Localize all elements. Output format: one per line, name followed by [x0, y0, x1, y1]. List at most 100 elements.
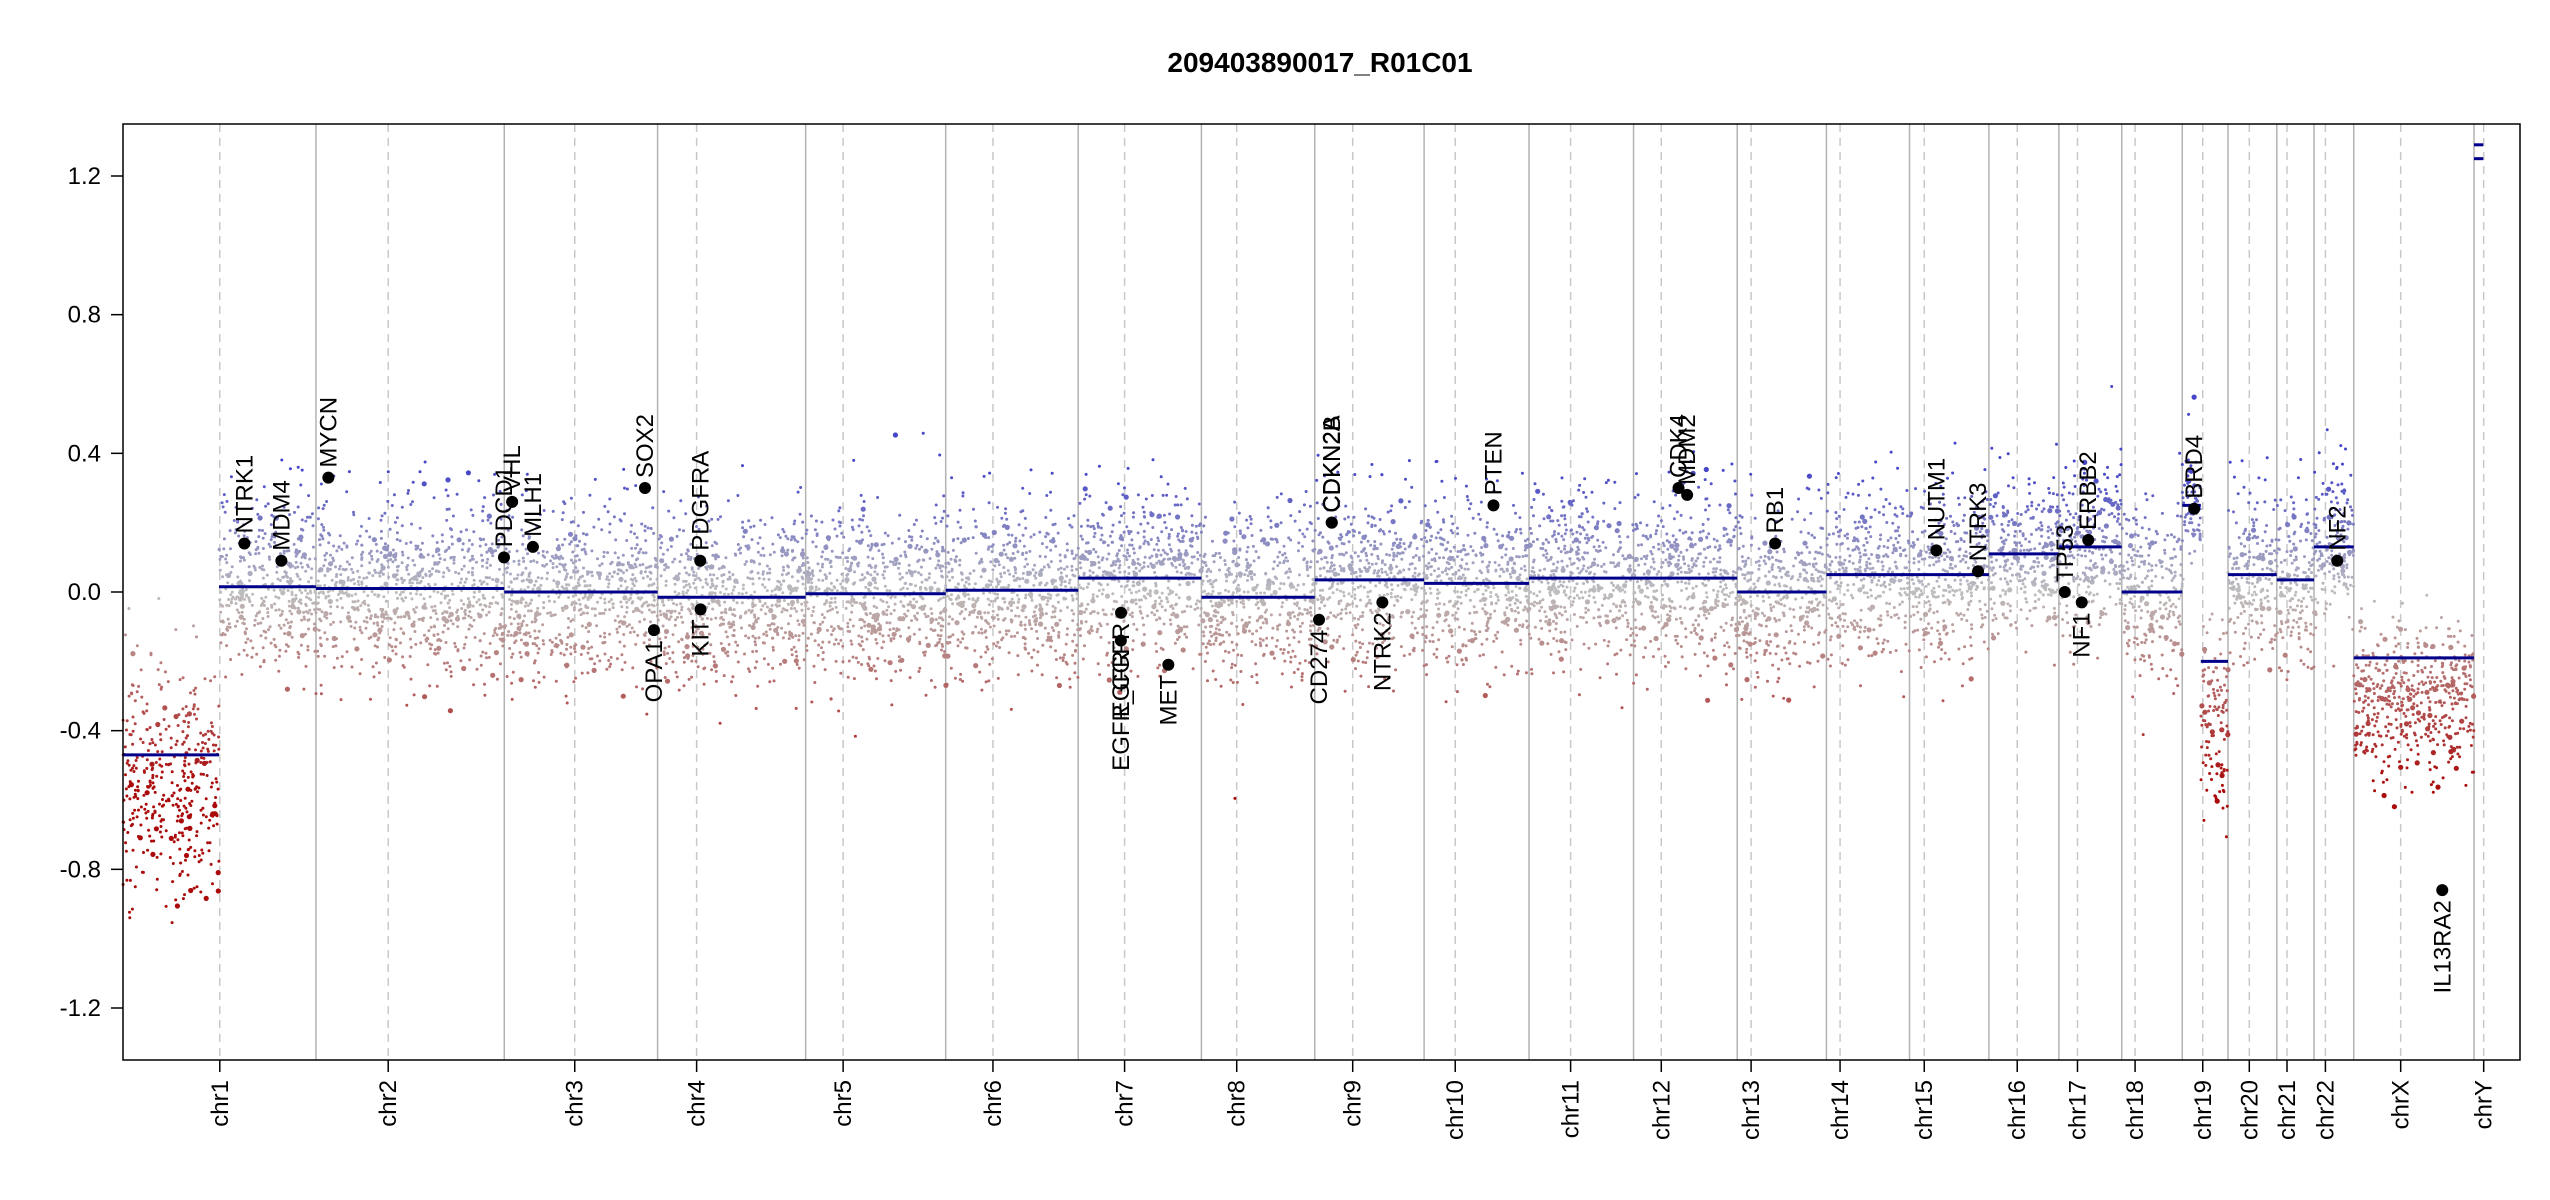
probe-point [789, 599, 796, 606]
probe-point [385, 616, 389, 620]
probe-point [578, 602, 582, 606]
probe-point [1269, 613, 1273, 617]
probe-point [930, 547, 934, 551]
probe-point [635, 536, 639, 540]
probe-point [980, 688, 984, 692]
probe-point [266, 611, 270, 615]
probe-point [956, 520, 960, 524]
probe-point [296, 609, 302, 615]
probe-point [1259, 626, 1263, 630]
probe-point [495, 633, 499, 637]
probe-point [1190, 555, 1194, 559]
probe-point [1182, 534, 1186, 538]
probe-point [569, 496, 573, 500]
probe-point [942, 509, 946, 513]
probe-point [1018, 584, 1022, 588]
probe-point [817, 643, 821, 647]
probe-point [477, 598, 481, 602]
probe-point [181, 834, 185, 838]
probe-point [1185, 580, 1191, 587]
probe-point [669, 545, 673, 548]
probe-point [946, 550, 950, 554]
probe-point [1086, 518, 1090, 522]
probe-point [433, 583, 437, 586]
probe-point [153, 809, 157, 813]
probe-point [1037, 571, 1043, 578]
probe-point [885, 565, 889, 569]
probe-point [662, 612, 666, 616]
probe-point [1052, 629, 1056, 632]
probe-point [409, 637, 412, 641]
probe-point [325, 616, 329, 620]
probe-point [741, 587, 745, 591]
probe-point [225, 553, 229, 557]
probe-point [664, 584, 668, 587]
probe-point [684, 512, 688, 516]
probe-point [196, 707, 200, 711]
probe-point [394, 591, 398, 594]
probe-point [815, 594, 819, 598]
probe-point [1155, 561, 1159, 565]
probe-point [912, 597, 916, 601]
probe-point [810, 581, 814, 585]
probe-point [668, 609, 671, 613]
probe-point [705, 504, 709, 508]
probe-point [1038, 570, 1042, 574]
probe-point [1090, 629, 1094, 633]
probe-point [1002, 618, 1005, 622]
probe-point [1038, 593, 1042, 597]
probe-point [431, 567, 435, 571]
probe-point [1064, 642, 1068, 646]
probe-point [627, 598, 631, 602]
probe-point [163, 670, 167, 674]
probe-point [176, 797, 180, 801]
probe-point [1012, 574, 1016, 578]
probe-point [1126, 551, 1130, 555]
probe-point [638, 563, 642, 567]
probe-point [1176, 532, 1180, 536]
probe-point [877, 549, 881, 553]
probe-point [1050, 471, 1054, 475]
probe-point [1040, 673, 1044, 677]
probe-point [148, 742, 152, 746]
probe-point [1129, 530, 1133, 534]
probe-point [273, 540, 276, 544]
probe-point [1135, 628, 1139, 631]
probe-point [632, 584, 636, 588]
probe-point [536, 586, 542, 592]
probe-point [1167, 579, 1171, 583]
probe-point [1049, 593, 1053, 597]
probe-point [358, 534, 362, 538]
probe-point [663, 568, 667, 572]
probe-point [1203, 560, 1207, 564]
probe-point [1417, 556, 1421, 560]
probe-point [903, 612, 907, 616]
probe-point [586, 598, 590, 601]
probe-point [682, 656, 686, 660]
probe-point [481, 505, 485, 509]
probe-point [691, 633, 695, 637]
probe-point [395, 516, 399, 520]
probe-point [795, 654, 799, 658]
probe-point [1197, 623, 1201, 627]
probe-point [996, 582, 1000, 586]
probe-point [154, 761, 158, 764]
probe-point [978, 670, 982, 674]
probe-point [813, 528, 817, 532]
probe-point [1008, 572, 1012, 576]
probe-point [1157, 616, 1161, 620]
probe-point [219, 554, 223, 558]
probe-point [1201, 579, 1205, 583]
probe-point [1203, 611, 1207, 615]
probe-point [655, 577, 659, 581]
probe-point [1024, 551, 1028, 555]
probe-point [1279, 492, 1283, 496]
probe-point [132, 764, 136, 768]
probe-point [1299, 630, 1303, 634]
probe-point [889, 560, 892, 564]
probe-point [307, 618, 311, 622]
probe-point [765, 605, 769, 609]
probe-point [1218, 633, 1222, 637]
probe-point [348, 562, 352, 566]
probe-point [951, 575, 954, 579]
